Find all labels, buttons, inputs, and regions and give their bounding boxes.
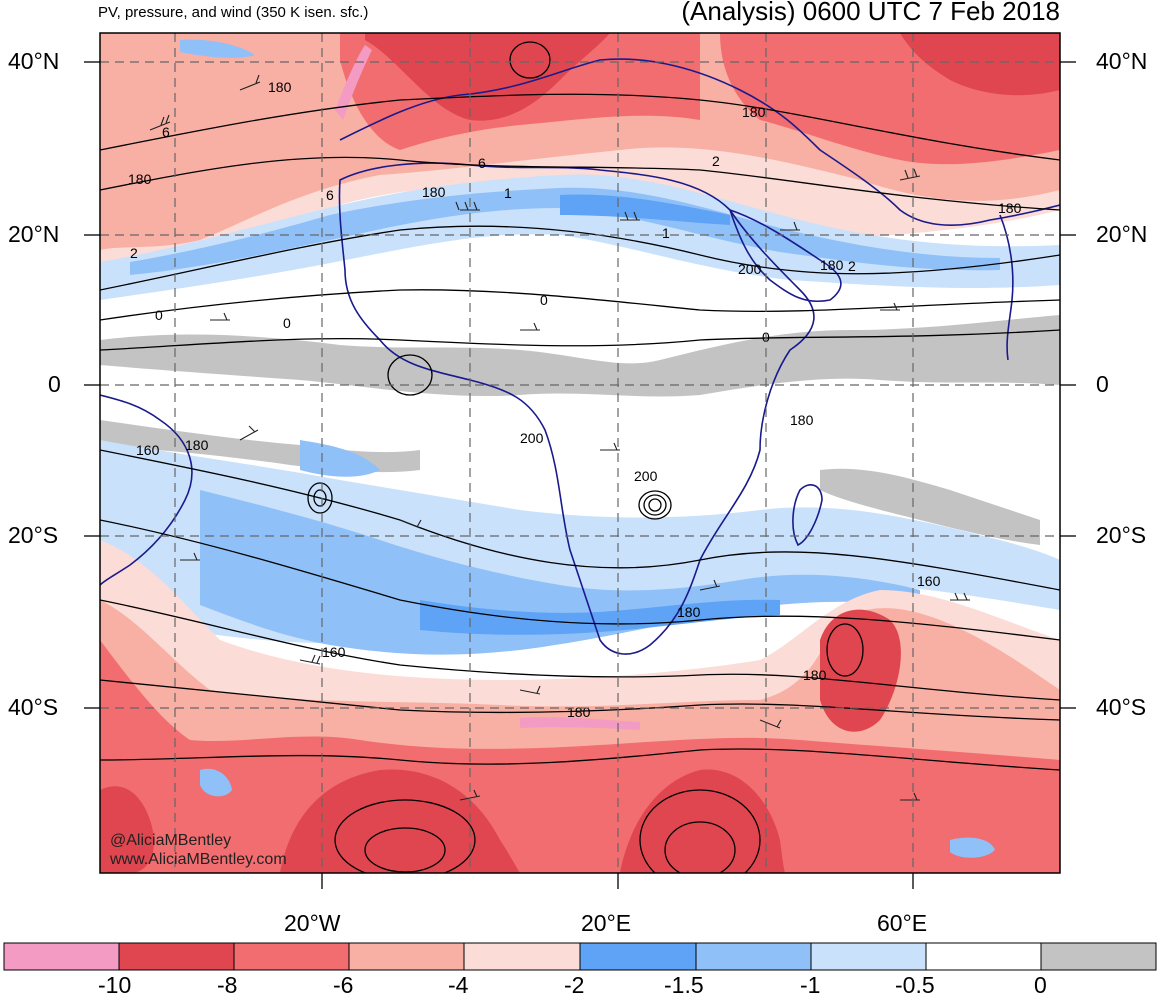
pv-south-blue — [200, 490, 920, 655]
pv-south-max-3 — [820, 609, 901, 732]
pressure-contours — [100, 41, 1060, 873]
contour-label: 180 — [790, 412, 814, 428]
contour-label: 0 — [155, 307, 163, 323]
pv-south-blue-blob-2 — [950, 837, 995, 858]
credit-handle: @AliciaMBentley — [110, 832, 232, 849]
colorbar-swatch — [3, 942, 120, 971]
colorbar-swatch — [233, 942, 350, 971]
contour-label: 180 — [677, 604, 701, 620]
lon-label: 60°E — [877, 910, 928, 936]
colorbar-label: -8 — [217, 972, 238, 998]
map-title: (Analysis) 0600 UTC 7 Feb 2018 — [681, 0, 1060, 26]
colorbar-label: 0 — [1034, 972, 1047, 998]
lat-label: 40°N — [8, 48, 60, 74]
credit-site: www.AliciaMBentley.com — [110, 851, 287, 868]
contour-label: 0 — [540, 292, 548, 308]
contour-label: 2 — [130, 245, 138, 261]
contour-label: 2 — [848, 258, 856, 274]
colorbar-label: -0.5 — [895, 972, 935, 998]
colorbar-swatch — [810, 942, 927, 971]
colorbar-swatch — [1040, 942, 1157, 971]
contour-label: 180 — [742, 104, 766, 120]
arabia-outline — [728, 208, 842, 303]
pv-north-blue-nw — [180, 39, 255, 58]
axis-ticks — [84, 61, 1076, 889]
contour-label: 200 — [634, 468, 658, 484]
europe-outline — [339, 58, 1060, 226]
lat-label: 40°S — [8, 694, 59, 720]
colorbar-label: -1 — [800, 972, 821, 998]
wind-barbs — [149, 74, 970, 801]
pv-south-max-4 — [100, 786, 154, 873]
pv-blue-west — [300, 440, 380, 477]
south-america-outline — [100, 394, 193, 586]
lat-label-right: 0 — [1096, 371, 1109, 397]
colorbar-swatch — [695, 942, 812, 971]
contour-label: 160 — [136, 442, 160, 458]
map-panel: 180 180 180 180 180 180 200 200 200 180 … — [100, 33, 1060, 873]
map-subtitle: PV, pressure, and wind (350 K isen. sfc.… — [98, 4, 369, 21]
contour-label: 180 — [128, 171, 152, 187]
contour-label: 1 — [504, 185, 512, 201]
pv-north-blue-deep — [560, 194, 730, 225]
colorbar-label: -4 — [448, 972, 469, 998]
contour-label: 180 — [820, 257, 844, 273]
africa-outline — [338, 162, 815, 655]
colorbar-swatch — [118, 942, 235, 971]
graticule — [100, 33, 1060, 873]
contour-label: 180 — [567, 704, 591, 720]
madagascar-outline — [792, 484, 823, 547]
contour-label: 180 — [185, 437, 209, 453]
contour-label: 200 — [738, 261, 762, 277]
colorbar-swatch — [579, 942, 697, 971]
pv-equator-grey — [100, 315, 1060, 397]
colorbar — [3, 942, 1157, 971]
pv-south-max-1 — [280, 769, 520, 873]
contour-label: 180 — [803, 667, 827, 683]
contour-label: 180 — [268, 79, 292, 95]
contour-label: 2 — [712, 153, 720, 169]
lon-label: 20°W — [284, 910, 341, 936]
pv-south-blue-blob — [200, 768, 232, 797]
contour-label: 1 — [662, 225, 670, 241]
lat-label-right: 20°S — [1096, 522, 1147, 548]
pv-grey-indian — [820, 468, 1040, 545]
pv-south-pink — [520, 717, 640, 730]
contour-label: 6 — [326, 187, 334, 203]
lat-label-right: 40°S — [1096, 694, 1147, 720]
colorbar-label: -2 — [564, 972, 585, 998]
lat-label: 20°S — [8, 522, 59, 548]
contour-label: 180 — [422, 184, 446, 200]
contour-label: 0 — [283, 315, 291, 331]
colorbar-swatch — [348, 942, 465, 971]
contour-label: 6 — [162, 124, 170, 140]
contour-label: 160 — [322, 644, 346, 660]
contour-label: 6 — [478, 155, 486, 171]
lat-label-right: 40°N — [1096, 48, 1148, 74]
pv-south-blue-deep — [420, 599, 780, 635]
india-outline — [999, 214, 1014, 361]
lon-label: 20°E — [581, 910, 632, 936]
pv-north-max-east — [900, 33, 1060, 96]
colorbar-label: -6 — [333, 972, 354, 998]
lat-label: 20°N — [8, 221, 60, 247]
colorbar-label: -1.5 — [664, 972, 704, 998]
contour-label: 180 — [998, 200, 1022, 216]
lat-label: 0 — [48, 371, 61, 397]
pv-north-pink — [335, 45, 372, 120]
lat-label-right: 20°N — [1096, 221, 1148, 247]
pv-south-max-2 — [620, 769, 785, 873]
contour-label: 160 — [917, 573, 941, 589]
colorbar-swatch — [463, 942, 581, 971]
contour-label: 200 — [520, 430, 544, 446]
colorbar-swatch — [925, 942, 1042, 971]
colorbar-label: -10 — [98, 972, 132, 998]
map-frame — [99, 32, 1061, 874]
pressure-labels: 180 180 180 180 180 180 200 200 200 180 … — [128, 79, 1022, 720]
